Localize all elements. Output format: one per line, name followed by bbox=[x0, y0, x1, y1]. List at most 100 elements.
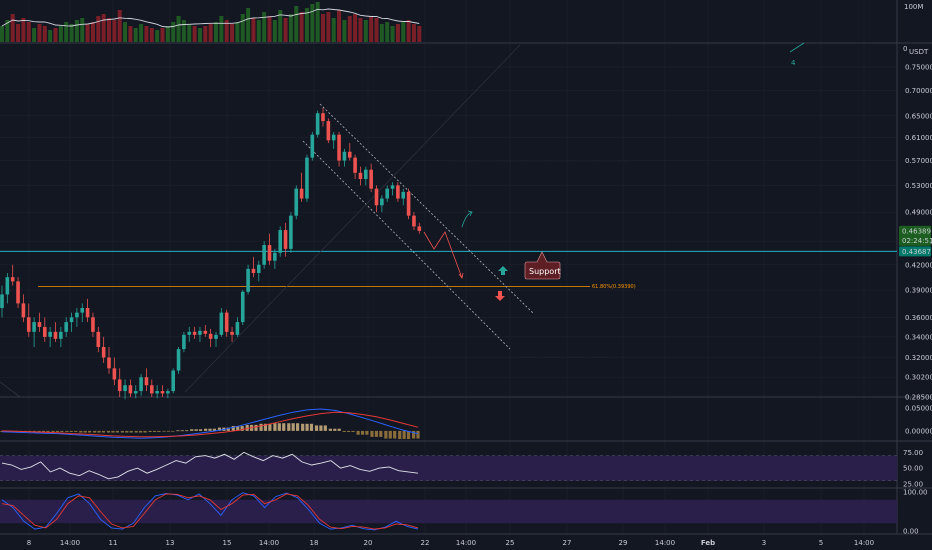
stoch-band bbox=[0, 499, 897, 524]
candle-body bbox=[112, 368, 117, 380]
volume-bar bbox=[187, 24, 192, 42]
macd-histogram-bar bbox=[148, 430, 152, 432]
rsi-line bbox=[1, 451, 419, 480]
price-tick-label: 0.39000 bbox=[905, 287, 932, 295]
stoch-axis: 100.00 0.00 bbox=[903, 488, 928, 535]
volume-bar bbox=[304, 8, 309, 42]
candle-body bbox=[107, 357, 111, 369]
candle-body bbox=[187, 331, 192, 335]
volume-bar bbox=[58, 26, 63, 42]
candle-body bbox=[310, 134, 315, 158]
price-tick-label: 0.34000 bbox=[905, 333, 932, 341]
price-tick-label: 0.70000 bbox=[905, 87, 932, 95]
candle-body bbox=[166, 391, 170, 394]
macd-histogram-bar bbox=[273, 423, 277, 431]
macd-histogram-bar bbox=[236, 425, 240, 431]
macd-pane bbox=[0, 408, 420, 440]
volume-bar bbox=[331, 18, 336, 42]
volume-bar bbox=[342, 20, 347, 42]
arrow-shape bbox=[495, 291, 505, 301]
price-candles bbox=[0, 108, 422, 400]
candle-body bbox=[192, 331, 197, 335]
volume-bar bbox=[214, 22, 218, 42]
red-down-arrow-icon bbox=[495, 291, 505, 301]
macd-histogram-bar bbox=[0, 430, 4, 432]
price-tick-label: 0.36000 bbox=[905, 314, 932, 322]
time-tick-label: 14:00 bbox=[259, 539, 279, 547]
macd-histogram-bar bbox=[190, 429, 194, 431]
pane-separators bbox=[0, 0, 932, 535]
volume-bar bbox=[192, 26, 197, 42]
macd-histogram-bar bbox=[55, 430, 60, 432]
candle-body bbox=[289, 215, 293, 249]
macd-histogram-bar bbox=[171, 430, 175, 432]
trend-line bbox=[0, 381, 21, 398]
volume-bar bbox=[390, 26, 395, 42]
volume-bar bbox=[363, 20, 368, 42]
arrow-shape bbox=[498, 266, 508, 275]
time-tick-label: 5 bbox=[819, 539, 823, 547]
macd-histogram-bar bbox=[337, 428, 341, 431]
macd-histogram-bar bbox=[398, 430, 402, 440]
time-tick-label: Feb bbox=[701, 539, 715, 547]
volume-bar bbox=[262, 12, 267, 42]
candle-body bbox=[208, 333, 213, 339]
volume-bar bbox=[10, 14, 15, 42]
macd-axis: 0.05000 0.00000 bbox=[905, 405, 932, 436]
rsi-tick-label: 50.00 bbox=[903, 465, 923, 473]
macd-histogram-bar bbox=[157, 430, 161, 432]
macd-histogram-bar bbox=[360, 430, 365, 435]
countdown-label: 02:24:51 bbox=[902, 237, 932, 245]
candle-body bbox=[224, 312, 229, 332]
volume-bar bbox=[144, 26, 149, 42]
volume-bar bbox=[337, 10, 342, 42]
macd-tick-label: 0.00000 bbox=[905, 427, 932, 435]
volume-bar bbox=[347, 16, 352, 42]
macd-histogram-bar bbox=[65, 430, 69, 432]
macd-histogram-bar bbox=[309, 423, 314, 431]
candle-body bbox=[117, 379, 122, 392]
macd-histogram-bar bbox=[245, 424, 249, 431]
candle-body bbox=[101, 347, 106, 358]
volume-bar bbox=[53, 28, 58, 42]
macd-histogram-bar bbox=[129, 430, 133, 433]
volume-bar bbox=[0, 26, 4, 42]
macd-histogram-bar bbox=[101, 430, 106, 433]
candle-body bbox=[342, 151, 347, 161]
candle-body bbox=[91, 317, 95, 332]
time-axis[interactable]: 8 14:00 11 13 15 14:00 18 20 22 14:00 25 27 29 14:00 F… bbox=[27, 539, 874, 547]
time-tick-label: 18 bbox=[310, 539, 319, 547]
currency-unit-label: USDT bbox=[909, 48, 929, 56]
volume-bar bbox=[385, 22, 390, 42]
volume-bar bbox=[406, 20, 411, 42]
volume-bar bbox=[112, 20, 117, 42]
macd-histogram-bar bbox=[240, 425, 244, 431]
candle-body bbox=[251, 268, 256, 273]
macd-histogram-bar bbox=[134, 430, 138, 433]
volume-bar bbox=[5, 20, 10, 42]
candle-body bbox=[219, 312, 224, 335]
wave-count-label: 4 bbox=[791, 59, 796, 67]
candle-body bbox=[326, 121, 331, 141]
macd-histogram-bar bbox=[69, 430, 73, 432]
macd-histogram-bar bbox=[83, 430, 87, 433]
arrowhead bbox=[458, 272, 464, 279]
candle-body bbox=[150, 385, 154, 394]
macd-histogram-bar bbox=[416, 430, 420, 439]
time-tick-label: 25 bbox=[506, 539, 515, 547]
volume-bar bbox=[230, 24, 235, 42]
macd-histogram-bar bbox=[79, 430, 83, 433]
macd-histogram-bar bbox=[296, 423, 300, 431]
macd-histogram-bar bbox=[328, 428, 332, 431]
arrowhead bbox=[467, 210, 473, 217]
macd-histogram-bar bbox=[143, 430, 147, 433]
macd-histogram-bar bbox=[254, 424, 258, 431]
candle-body bbox=[364, 169, 368, 180]
support-callout[interactable]: Support bbox=[524, 251, 561, 280]
price-tick-label: 0.49000 bbox=[905, 209, 932, 217]
macd-histogram-bar bbox=[162, 430, 166, 432]
macd-histogram-bar bbox=[301, 423, 305, 431]
candle-body bbox=[315, 113, 320, 135]
wave-line bbox=[789, 42, 805, 53]
